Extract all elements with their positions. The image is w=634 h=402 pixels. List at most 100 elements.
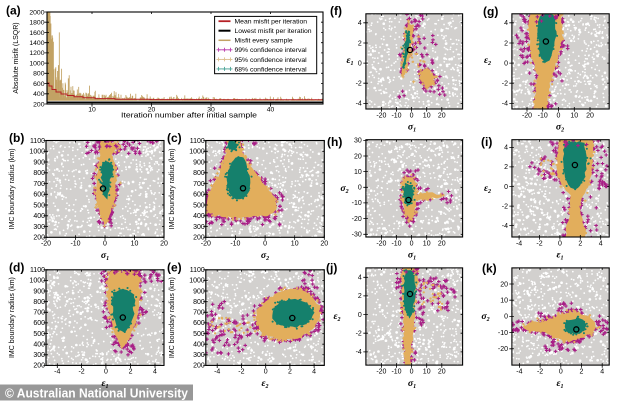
svg-text:-4: -4 — [356, 101, 362, 108]
svg-text:-4: -4 — [502, 101, 508, 108]
svg-text:0: 0 — [557, 113, 561, 120]
svg-text:700: 700 — [33, 181, 45, 188]
svg-text:σ2: σ2 — [481, 311, 489, 323]
svg-text:900: 900 — [33, 288, 45, 295]
svg-text:0: 0 — [104, 369, 108, 376]
svg-text:σ2: σ2 — [556, 122, 564, 134]
svg-text:2: 2 — [129, 369, 133, 376]
svg-text:500: 500 — [33, 202, 45, 209]
svg-text:1000: 1000 — [189, 278, 205, 285]
svg-text:2: 2 — [504, 164, 508, 171]
svg-text:1000: 1000 — [29, 60, 44, 67]
svg-text:600: 600 — [33, 192, 45, 199]
svg-text:-10: -10 — [70, 241, 80, 248]
svg-text:200: 200 — [33, 235, 45, 242]
svg-text:500: 500 — [193, 331, 205, 338]
svg-text:-20: -20 — [376, 113, 386, 120]
svg-text:20: 20 — [160, 241, 168, 248]
svg-text:1100: 1100 — [190, 138, 205, 145]
svg-text:-2: -2 — [356, 81, 362, 88]
svg-text:0: 0 — [410, 113, 414, 120]
svg-text:4: 4 — [504, 20, 508, 27]
svg-text:2: 2 — [504, 40, 508, 47]
svg-text:0: 0 — [559, 369, 563, 376]
svg-text:68% confidence interval: 68% confidence interval — [235, 66, 308, 73]
svg-text:-4: -4 — [516, 369, 522, 376]
svg-text:1400: 1400 — [29, 40, 44, 47]
svg-text:700: 700 — [193, 310, 205, 317]
svg-text:ε1: ε1 — [556, 378, 563, 390]
svg-text:1600: 1600 — [29, 30, 44, 37]
svg-text:300: 300 — [193, 352, 205, 359]
svg-text:Lowest misfit per iteration: Lowest misfit per iteration — [235, 28, 312, 35]
svg-text:-2: -2 — [356, 331, 362, 338]
svg-text:700: 700 — [33, 310, 45, 317]
svg-text:1100: 1100 — [30, 267, 45, 274]
svg-text:10: 10 — [570, 113, 578, 120]
svg-text:σ1: σ1 — [408, 122, 416, 134]
svg-text:400: 400 — [33, 91, 45, 98]
svg-text:-4: -4 — [502, 223, 508, 230]
svg-text:σ2: σ2 — [340, 183, 348, 195]
svg-text:IMC boundary radius (km): IMC boundary radius (km) — [9, 277, 16, 358]
svg-text:1100: 1100 — [190, 267, 205, 274]
svg-text:0: 0 — [358, 185, 362, 192]
svg-text:20: 20 — [148, 107, 156, 114]
svg-text:(j): (j) — [326, 261, 337, 275]
svg-text:-4: -4 — [54, 369, 60, 376]
svg-text:400: 400 — [193, 213, 205, 220]
svg-text:300: 300 — [33, 224, 45, 231]
svg-text:-10: -10 — [352, 200, 362, 207]
svg-text:(a): (a) — [6, 4, 21, 18]
svg-text:40: 40 — [267, 107, 275, 114]
svg-text:0: 0 — [410, 369, 414, 376]
svg-text:0: 0 — [358, 312, 362, 319]
svg-text:-2: -2 — [536, 241, 542, 248]
svg-text:ε2: ε2 — [484, 55, 491, 67]
svg-text:4: 4 — [312, 369, 316, 376]
svg-text:ε2: ε2 — [333, 311, 340, 323]
svg-text:IMC boundary radius (km): IMC boundary radius (km) — [169, 277, 176, 358]
svg-text:2: 2 — [358, 293, 362, 300]
svg-text:-2: -2 — [502, 81, 508, 88]
svg-text:400: 400 — [33, 342, 45, 349]
svg-text:-10: -10 — [498, 330, 508, 337]
svg-text:20: 20 — [354, 153, 362, 160]
svg-text:600: 600 — [33, 81, 45, 88]
svg-text:(k): (k) — [482, 262, 497, 276]
svg-text:0: 0 — [504, 60, 508, 67]
svg-text:10: 10 — [423, 113, 431, 120]
svg-text:900: 900 — [193, 159, 205, 166]
svg-text:4: 4 — [599, 241, 603, 248]
svg-text:(g): (g) — [483, 5, 498, 19]
svg-text:300: 300 — [33, 352, 45, 359]
svg-text:900: 900 — [33, 159, 45, 166]
svg-text:-20: -20 — [498, 346, 508, 353]
svg-text:1100: 1100 — [30, 138, 45, 145]
svg-text:-2: -2 — [502, 203, 508, 210]
svg-text:800: 800 — [33, 299, 45, 306]
svg-text:4: 4 — [600, 369, 604, 376]
svg-text:(i): (i) — [481, 135, 492, 149]
svg-text:-20: -20 — [376, 369, 386, 376]
svg-text:1000: 1000 — [189, 149, 205, 156]
svg-text:IMC boundary radius (km): IMC boundary radius (km) — [9, 148, 16, 229]
svg-text:-4: -4 — [214, 369, 220, 376]
svg-text:800: 800 — [193, 170, 205, 177]
svg-text:10: 10 — [291, 241, 299, 248]
svg-text:-4: -4 — [516, 241, 522, 248]
svg-text:600: 600 — [33, 320, 45, 327]
svg-text:30: 30 — [207, 107, 215, 114]
svg-text:30: 30 — [354, 138, 362, 145]
svg-text:10: 10 — [423, 369, 431, 376]
svg-text:10: 10 — [131, 241, 139, 248]
svg-text:10: 10 — [354, 169, 362, 176]
svg-text:500: 500 — [33, 331, 45, 338]
svg-text:© Australian National Universi: © Australian National University — [5, 386, 188, 400]
svg-text:0: 0 — [264, 369, 268, 376]
svg-text:Iteration number after initial: Iteration number after initial sample — [121, 113, 257, 120]
svg-text:800: 800 — [33, 170, 45, 177]
svg-text:-20: -20 — [376, 241, 386, 248]
svg-text:4: 4 — [358, 20, 362, 27]
svg-text:20: 20 — [320, 241, 328, 248]
